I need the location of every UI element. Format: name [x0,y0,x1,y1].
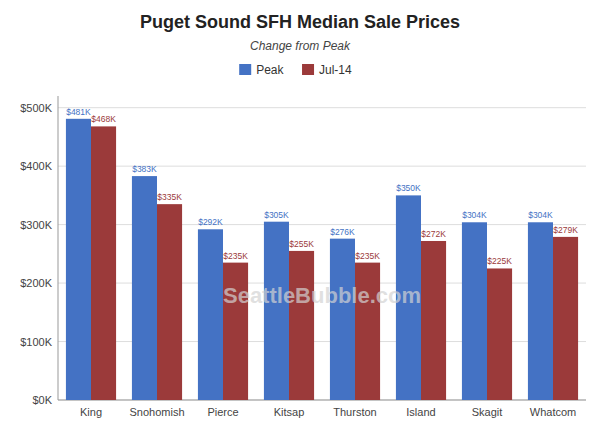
y-axis-line [58,96,59,400]
y-tick-label: $200K [20,277,52,289]
bar [132,176,157,400]
data-label: $468K [91,114,116,124]
data-label: $235K [223,251,248,261]
bar [528,222,553,400]
legend-label: Peak [256,63,284,77]
data-label: $292K [198,217,223,227]
x-tick-label: Island [406,406,435,418]
data-label: $235K [355,251,380,261]
data-label: $255K [289,239,314,249]
x-axis: King Snohomish Pierce Kitsap Thurston Island S… [80,406,576,418]
y-tick-label: $500K [20,102,52,114]
bar [91,126,116,400]
chart: Puget Sound SFH Median Sale Prices Change… [0,0,600,436]
grid [58,108,586,400]
data-label: $481K [66,107,91,117]
data-label: $383K [132,164,157,174]
legend: Peak Jul-14 [239,63,352,77]
y-tick-label: $300K [20,219,52,231]
bars [66,119,578,400]
bar [462,222,487,400]
bar [66,119,91,400]
x-tick-label: Pierce [207,406,238,418]
y-tick-label: $0K [32,394,52,406]
data-label: $350K [396,183,421,193]
bar [487,268,512,400]
data-label: $305K [264,210,289,220]
grid-line [58,107,586,108]
bar [264,222,289,400]
bar [198,229,223,400]
data-label: $272K [421,229,446,239]
y-tick-label: $100K [20,336,52,348]
legend-label: Jul-14 [319,63,352,77]
data-label: $304K [528,210,553,220]
subtitle: Change from Peak [250,39,351,53]
bar [421,241,446,400]
bar [157,204,182,400]
x-tick-label: Snohomish [129,406,184,418]
data-label: $335K [157,192,182,202]
x-tick-label: Skagit [472,406,503,418]
data-label: $304K [462,210,487,220]
x-tick-label: Thurston [333,406,376,418]
data-label: $276K [330,227,355,237]
y-tick-label: $400K [20,160,52,172]
legend-swatch [239,64,251,75]
bar [553,237,578,400]
title: Puget Sound SFH Median Sale Prices [140,12,460,32]
data-label: $225K [487,256,512,266]
legend-swatch [302,64,314,75]
bar [289,251,314,400]
data-label: $279K [553,225,578,235]
x-tick-label: Whatcom [530,406,576,418]
bar [330,239,355,400]
y-axis: $0K $100K $200K $300K $400K $500K [20,102,52,406]
watermark: SeattleBubble.com [223,283,421,308]
x-tick-label: Kitsap [274,406,305,418]
x-tick-label: King [80,406,102,418]
data-labels: $481K $383K $292K $305K $276K $350K $304K $304K… [66,107,578,267]
